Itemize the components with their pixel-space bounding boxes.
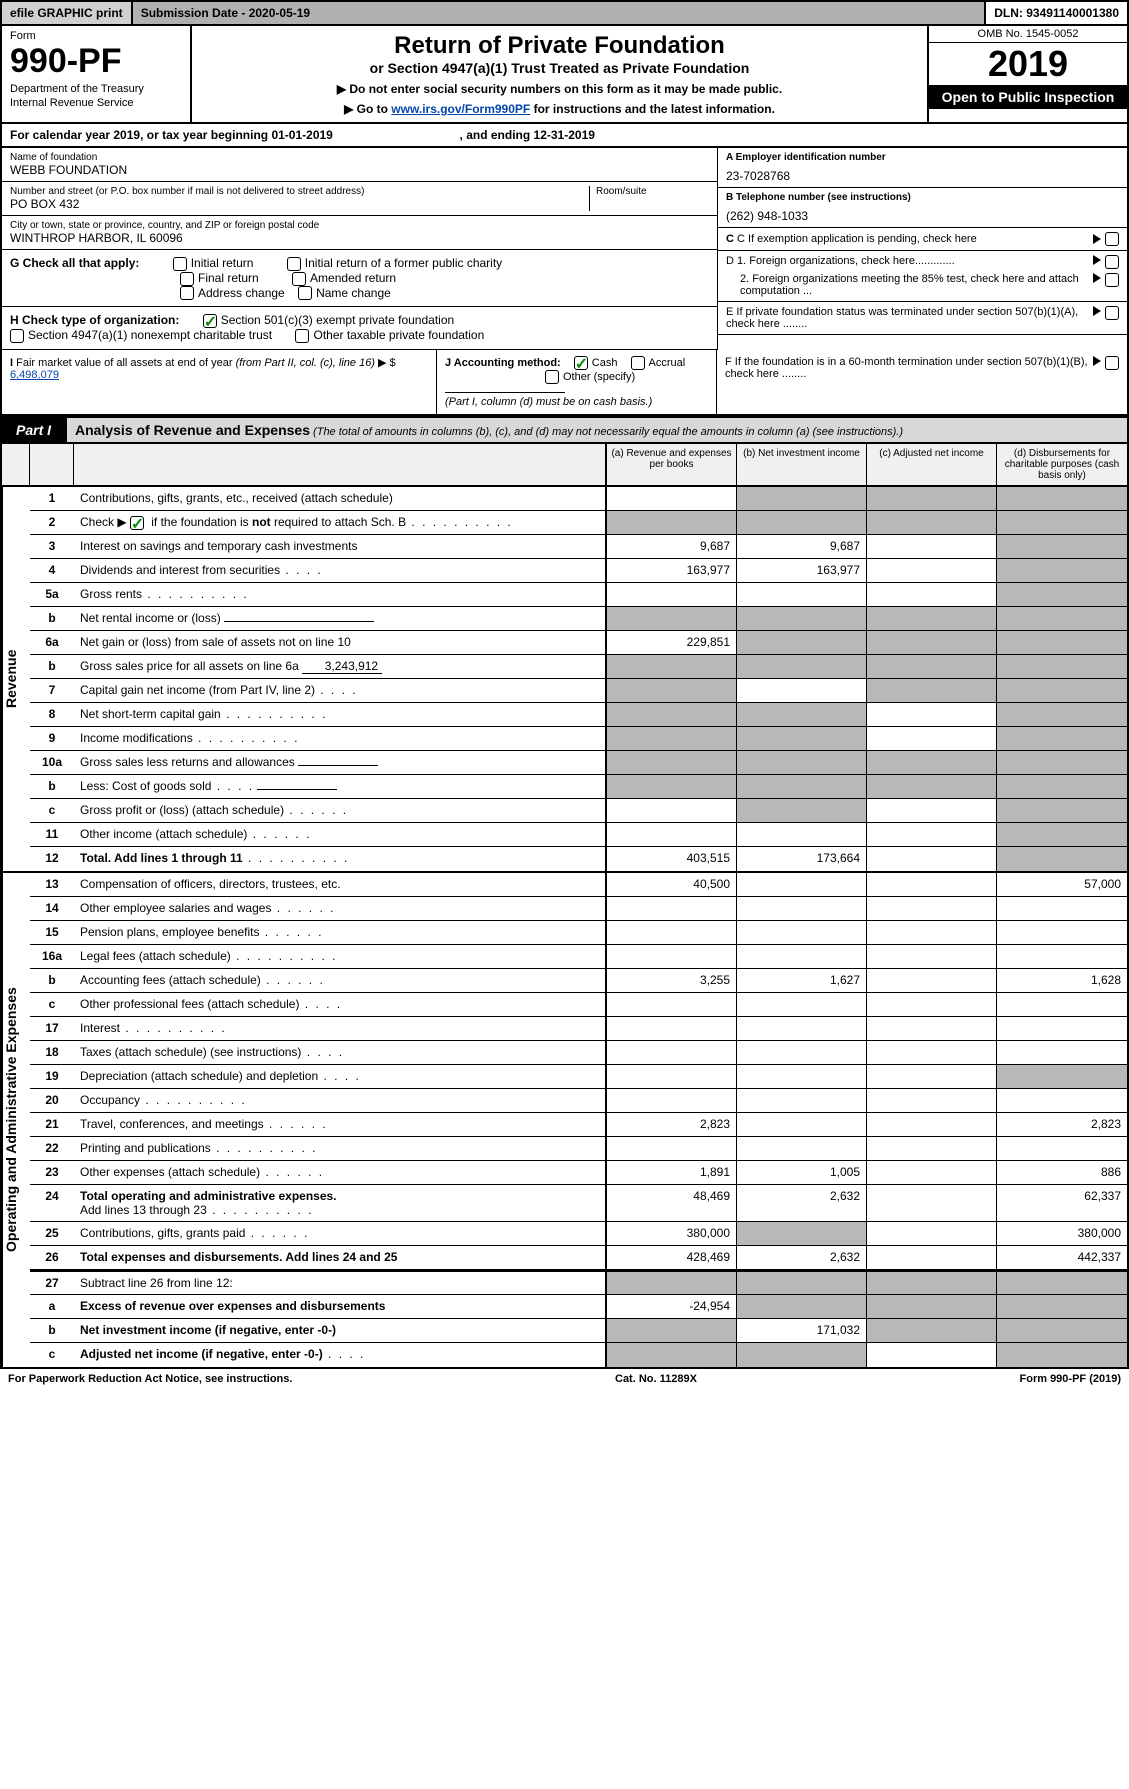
form-number: 990-PF <box>10 42 182 81</box>
check-h-block: H Check type of organization: Section 50… <box>2 307 717 350</box>
form-header: Form 990-PF Department of the Treasury I… <box>0 26 1129 124</box>
column-headers: (a) Revenue and expenses per books (b) N… <box>0 444 1129 487</box>
cb-sch-b[interactable] <box>130 516 144 530</box>
cb-other-acct[interactable] <box>545 370 559 384</box>
fmv-link[interactable]: 6,498,079 <box>10 369 59 381</box>
cb-501c3[interactable] <box>203 314 217 328</box>
header-right: OMB No. 1545-0052 2019 Open to Public In… <box>927 26 1127 122</box>
e-cell: E If private foundation status was termi… <box>718 302 1127 335</box>
cb-4947a1[interactable] <box>10 329 24 343</box>
cb-final-return[interactable] <box>180 272 194 286</box>
part1-title-cell: Analysis of Revenue and Expenses (The to… <box>67 416 1129 444</box>
expenses-label: Operating and Administrative Expenses <box>2 873 30 1367</box>
cb-other-taxable[interactable] <box>295 329 309 343</box>
footer-left: For Paperwork Reduction Act Notice, see … <box>8 1373 292 1385</box>
expenses-section: Operating and Administrative Expenses 13… <box>0 873 1129 1369</box>
part1-tab: Part I <box>0 416 67 444</box>
info-section: Name of foundation WEBB FOUNDATION Numbe… <box>0 148 1129 350</box>
instr-link: ▶ Go to www.irs.gov/Form990PF for instru… <box>198 102 921 116</box>
c-cell: C C If exemption application is pending,… <box>718 228 1127 251</box>
bottom-info: I Fair market value of all assets at end… <box>0 350 1129 416</box>
revenue-label: Revenue <box>2 487 30 871</box>
col-d-header: (d) Disbursements for charitable purpose… <box>997 444 1127 485</box>
instr-ssn: ▶ Do not enter social security numbers o… <box>198 82 921 96</box>
foundation-name-cell: Name of foundation WEBB FOUNDATION <box>2 148 717 182</box>
cb-cash[interactable] <box>574 356 588 370</box>
header-center: Return of Private Foundation or Section … <box>192 26 927 122</box>
form-title: Return of Private Foundation <box>198 32 921 60</box>
phone-cell: B Telephone number (see instructions) (2… <box>718 188 1127 228</box>
irs-link[interactable]: www.irs.gov/Form990PF <box>391 102 530 116</box>
cb-initial-public[interactable] <box>287 257 301 271</box>
omb-number: OMB No. 1545-0052 <box>929 26 1127 43</box>
open-inspection: Open to Public Inspection <box>929 85 1127 109</box>
dept-treasury: Department of the Treasury <box>10 83 182 95</box>
revenue-section: Revenue 1Contributions, gifts, grants, e… <box>0 487 1129 873</box>
tax-year: 2019 <box>929 43 1127 85</box>
accounting-cell: J Accounting method: Cash Accrual Other … <box>437 350 717 414</box>
form-label: Form <box>10 30 182 42</box>
top-bar: efile GRAPHIC print Submission Date - 20… <box>0 0 1129 26</box>
cb-initial-return[interactable] <box>173 257 187 271</box>
cb-d1[interactable] <box>1105 255 1119 269</box>
col-b-header: (b) Net investment income <box>737 444 867 485</box>
cb-d2[interactable] <box>1105 273 1119 287</box>
cb-e[interactable] <box>1105 306 1119 320</box>
ein-cell: A Employer identification number 23-7028… <box>718 148 1127 188</box>
footer-mid: Cat. No. 11289X <box>615 1373 697 1385</box>
cb-name-change[interactable] <box>298 286 312 300</box>
submission-date: Submission Date - 2020-05-19 <box>133 2 987 24</box>
cb-amended-return[interactable] <box>292 272 306 286</box>
d-cell: D 1. Foreign organizations, check here..… <box>718 251 1127 302</box>
check-g-block: G Check all that apply: Initial return I… <box>2 250 717 307</box>
address-cell: Number and street (or P.O. box number if… <box>2 182 717 216</box>
form-subtitle: or Section 4947(a)(1) Trust Treated as P… <box>198 60 921 76</box>
efile-label[interactable]: efile GRAPHIC print <box>2 2 133 24</box>
cb-address-change[interactable] <box>180 286 194 300</box>
cb-f[interactable] <box>1105 356 1119 370</box>
dln: DLN: 93491140001380 <box>986 2 1127 24</box>
cb-c[interactable] <box>1105 232 1119 246</box>
f-cell: F If the foundation is in a 60-month ter… <box>717 350 1127 414</box>
page-footer: For Paperwork Reduction Act Notice, see … <box>0 1369 1129 1389</box>
dept-irs: Internal Revenue Service <box>10 97 182 109</box>
header-left: Form 990-PF Department of the Treasury I… <box>2 26 192 122</box>
calendar-year-row: For calendar year 2019, or tax year begi… <box>0 124 1129 148</box>
col-a-header: (a) Revenue and expenses per books <box>607 444 737 485</box>
col-c-header: (c) Adjusted net income <box>867 444 997 485</box>
cb-accrual[interactable] <box>631 356 645 370</box>
footer-right: Form 990-PF (2019) <box>1020 1373 1122 1385</box>
fmv-cell: I Fair market value of all assets at end… <box>2 350 437 414</box>
city-cell: City or town, state or province, country… <box>2 216 717 250</box>
